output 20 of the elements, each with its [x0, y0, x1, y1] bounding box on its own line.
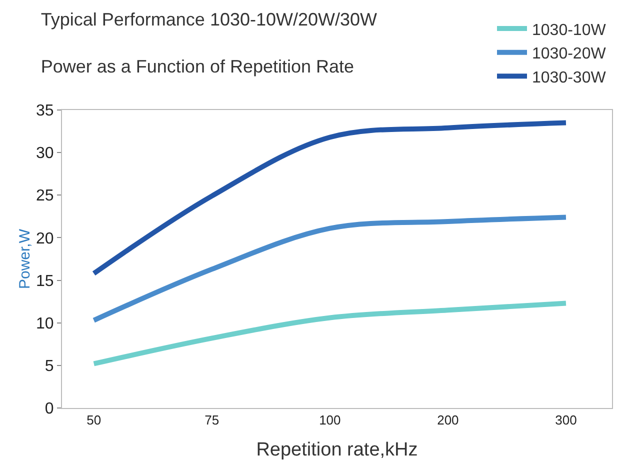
y-tick-label: 35	[36, 102, 54, 120]
legend-label: 1030-30W	[532, 69, 607, 86]
y-tick-label: 30	[36, 145, 54, 162]
y-tick-label: 10	[36, 315, 54, 332]
x-tick-label: 75	[204, 412, 220, 428]
chart-subtitle: Power as a Function of Repetition Rate	[40, 56, 354, 76]
x-tick-label: 100	[319, 412, 341, 428]
legend-label: 1030-10W	[532, 22, 607, 39]
legend-label: 1030-20W	[532, 46, 607, 63]
y-tick-label: 15	[36, 272, 54, 290]
chart-title: Typical Performance 1030-10W/20W/30W	[40, 10, 378, 30]
y-tick-label: 0	[44, 400, 54, 418]
y-tick-label: 5	[44, 358, 54, 376]
x-tick-label: 300	[555, 412, 577, 428]
y-tick-label: 20	[36, 230, 54, 248]
x-tick-label: 200	[437, 412, 459, 428]
y-axis-title: Power,W	[16, 228, 34, 290]
y-tick-label: 25	[36, 188, 54, 205]
x-tick-label: 50	[86, 412, 102, 428]
x-axis-title: Repetition rate,kHz	[256, 439, 418, 460]
